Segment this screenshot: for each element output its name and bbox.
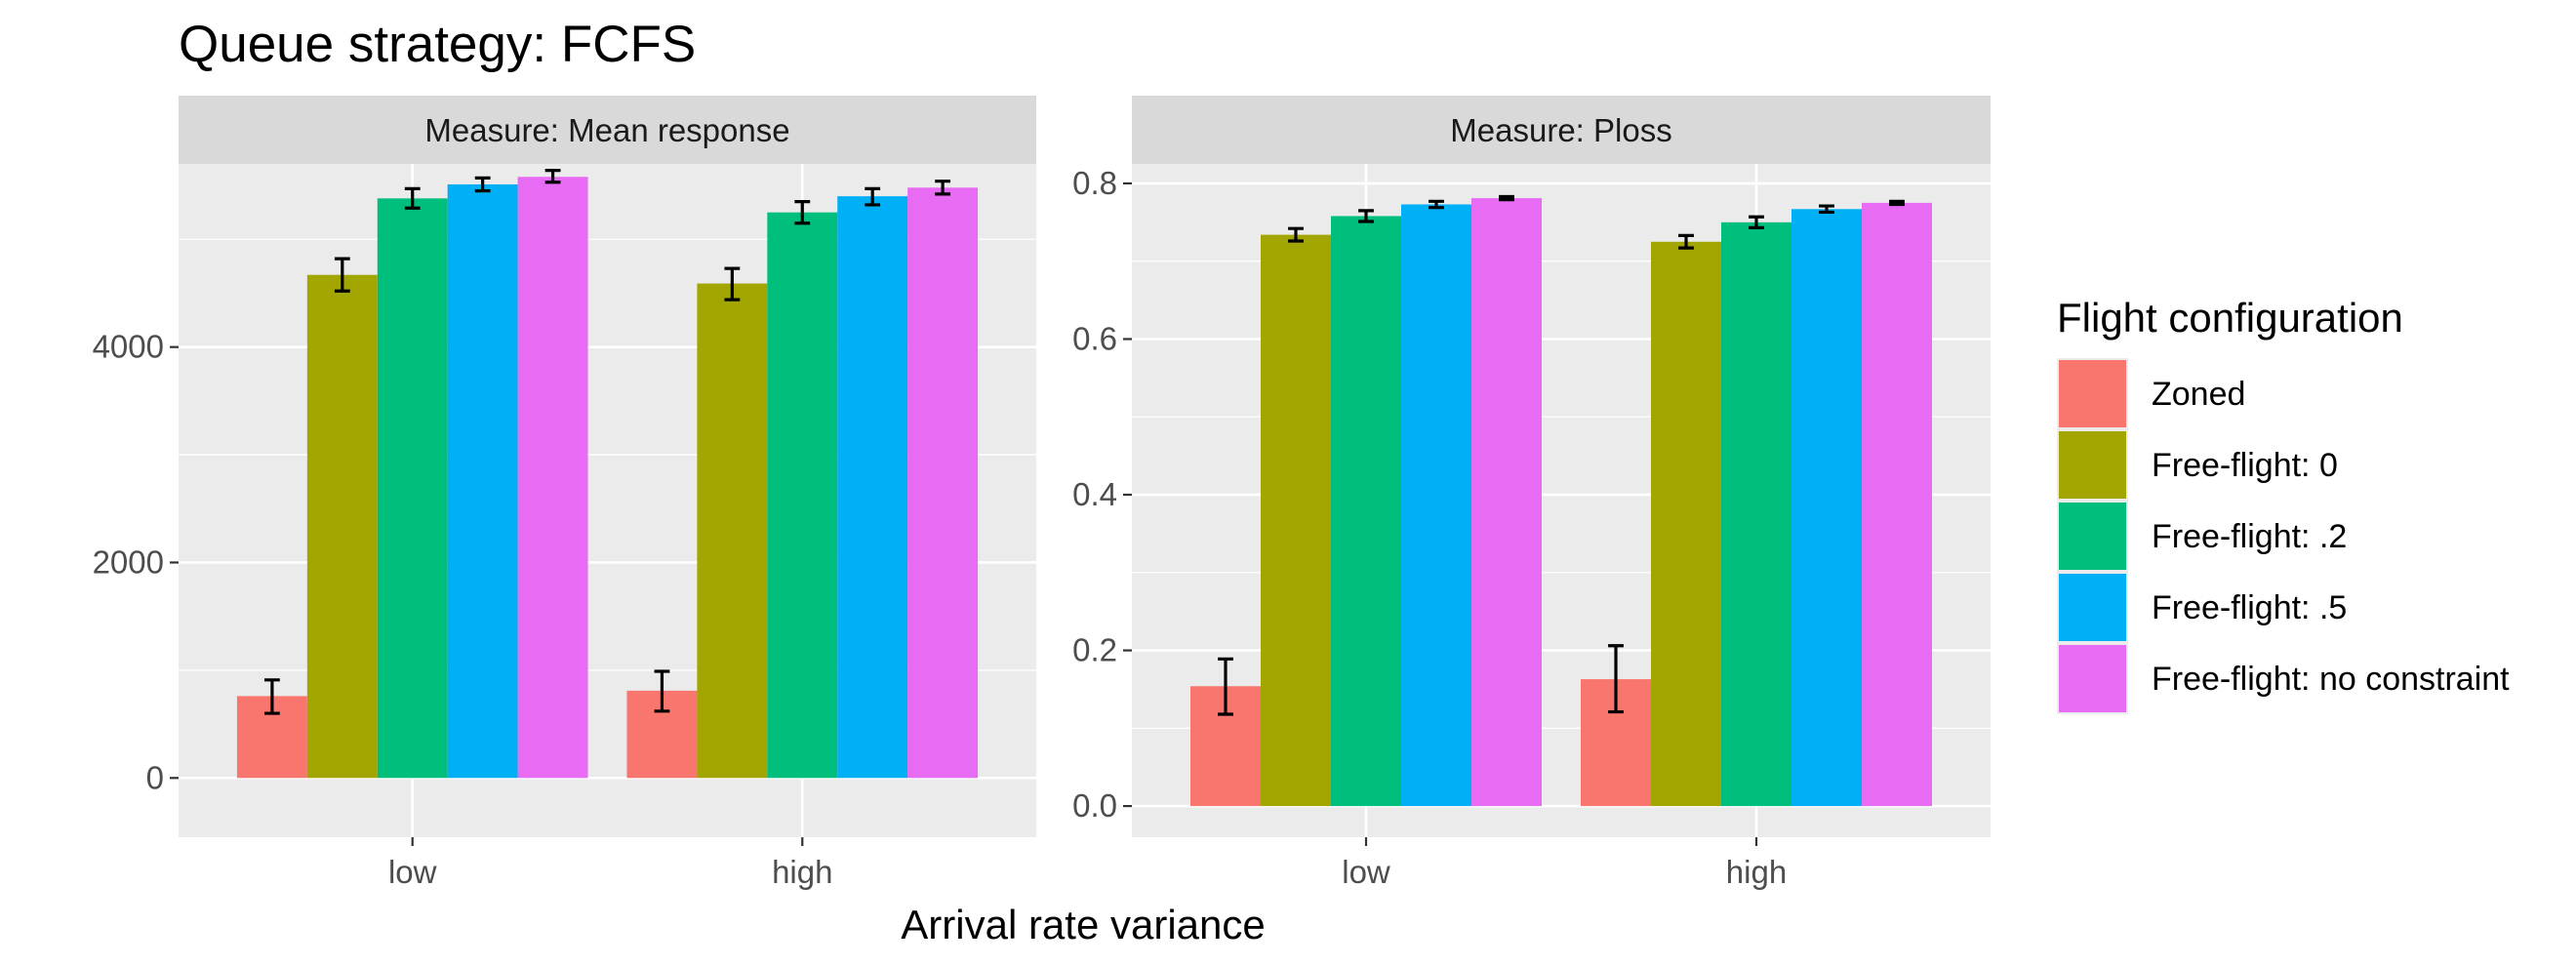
bar: [1261, 234, 1331, 807]
error-bar: [724, 266, 741, 302]
bar: [1471, 198, 1542, 807]
legend-title: Flight configuration: [2057, 295, 2403, 341]
y-tick-label: 0.2: [1072, 632, 1117, 668]
y-tick-label: 2000: [93, 543, 164, 580]
legend-key-swatch: [2059, 431, 2126, 499]
error-bar: [544, 169, 561, 184]
chart-title: Queue strategy: FCFS: [179, 16, 696, 73]
bar: [306, 274, 378, 779]
error-bar: [1499, 194, 1514, 202]
error-bar: [404, 186, 421, 210]
legend-key-swatch: [2059, 503, 2126, 570]
error-bar: [935, 180, 951, 196]
bar: [1651, 241, 1721, 807]
error-bar: [1429, 199, 1444, 210]
y-tick-label: 0.6: [1072, 320, 1117, 356]
legend-label: Free-flight: .2: [2152, 518, 2347, 555]
error-bar: [334, 257, 350, 293]
error-bar: [1288, 226, 1304, 243]
bar: [907, 187, 979, 779]
legend-key-swatch: [2059, 645, 2126, 712]
error-bar: [263, 678, 280, 715]
facet-strip-label: Measure: Ploss: [1450, 112, 1671, 148]
error-bar: [654, 669, 670, 713]
error-bar: [474, 176, 491, 193]
facet-strip: [179, 96, 1036, 164]
facet-panel-1: Measure: Mean response 0 2000 4000 low high: [93, 96, 1036, 890]
bar: [1331, 216, 1401, 807]
legend-label: Zoned: [2152, 376, 2245, 413]
y-tick-label: 0.8: [1072, 165, 1117, 201]
error-bar: [1358, 209, 1374, 223]
error-bar: [1889, 199, 1905, 207]
legend-key-swatch: [2059, 360, 2126, 427]
x-tick-label: low: [388, 854, 437, 890]
x-tick-label: low: [1342, 854, 1390, 890]
bar: [1721, 221, 1791, 807]
y-tick-label: 4000: [93, 329, 164, 365]
bar: [1791, 209, 1862, 807]
bar: [447, 183, 518, 779]
bar: [1401, 204, 1471, 807]
error-bar: [1749, 215, 1764, 230]
legend-label: Free-flight: 0: [2152, 447, 2338, 484]
bar: [1862, 202, 1932, 807]
error-bar: [1608, 644, 1624, 714]
y-tick-label: 0.4: [1072, 476, 1117, 512]
facet-strip: [1132, 96, 1991, 164]
x-tick-label: high: [772, 854, 832, 890]
y-tick-label: 0.0: [1072, 787, 1117, 824]
legend-key-swatch: [2059, 574, 2126, 641]
y-tick-label: 0: [146, 759, 164, 795]
x-axis-title: Arrival rate variance: [901, 902, 1265, 947]
error-bar: [1819, 204, 1834, 215]
facet-strip-label: Measure: Mean response: [424, 112, 789, 148]
legend-label: Free-flight: no constraint: [2152, 661, 2510, 698]
bar: [517, 177, 588, 779]
bar: [697, 283, 768, 779]
error-bar: [794, 200, 811, 225]
error-bar: [865, 186, 881, 207]
bar: [377, 198, 448, 779]
bar: [837, 196, 908, 779]
x-tick-label: high: [1726, 854, 1787, 890]
error-bar: [1678, 233, 1694, 250]
facet-panel-2: Measure: Ploss 0.0 0.2 0.4 0.6 0.8 low high: [1072, 96, 1991, 890]
error-bar: [1218, 657, 1233, 716]
bar: [767, 212, 838, 779]
legend: Flight configuration Zoned Free-flight: 0…: [2057, 295, 2510, 714]
legend-label: Free-flight: .5: [2152, 589, 2347, 626]
